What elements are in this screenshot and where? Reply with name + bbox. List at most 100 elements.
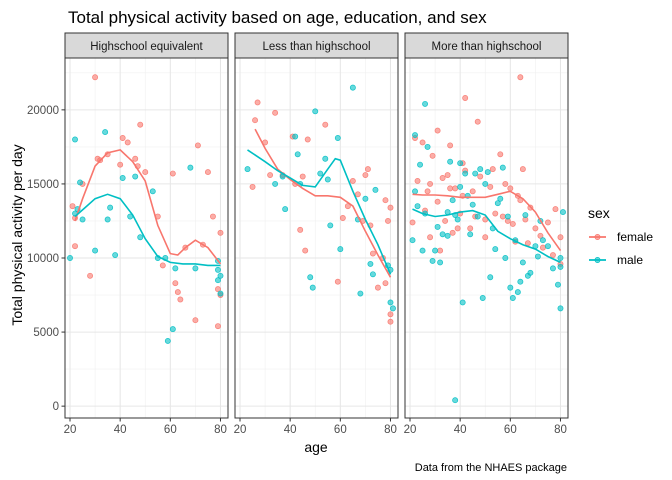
data-point-female	[267, 172, 274, 178]
x-tick-label: 80	[384, 424, 397, 436]
data-point-female	[427, 234, 434, 241]
data-point-male	[334, 135, 341, 141]
data-point-male	[417, 161, 423, 168]
data-point-female	[539, 244, 546, 251]
x-tick-label: 60	[504, 424, 517, 436]
data-point-male	[294, 151, 301, 158]
data-point-male	[539, 237, 546, 244]
facet-strip-label: More than highschool	[432, 41, 542, 53]
data-point-female	[454, 225, 461, 232]
data-point-male	[487, 274, 494, 281]
data-point-female	[507, 185, 514, 192]
data-point-female	[439, 175, 446, 181]
smooth-line-male	[74, 193, 221, 267]
data-point-female	[272, 109, 279, 116]
data-point-female	[119, 135, 126, 141]
data-point-male	[322, 155, 329, 162]
data-point-male	[434, 223, 441, 230]
data-point-male	[307, 274, 314, 281]
data-point-male	[462, 170, 469, 177]
data-point-male	[507, 284, 514, 291]
x-tick-label: 40	[284, 424, 297, 436]
data-point-female	[499, 213, 506, 220]
facet-panel: More than highschool 20 40 60 80	[404, 32, 569, 436]
data-point-female	[477, 173, 484, 180]
smooth-line-female	[254, 128, 392, 278]
data-point-female	[249, 183, 256, 190]
data-point-male	[217, 272, 224, 279]
data-point-male	[412, 188, 418, 195]
x-tick-label: 40	[454, 424, 467, 436]
smooth-line-male	[412, 208, 561, 264]
data-point-male	[444, 232, 451, 239]
data-point-male	[457, 160, 464, 167]
data-point-female	[69, 203, 76, 210]
facet-strip	[404, 32, 569, 59]
data-point-female	[550, 252, 556, 258]
data-point-male	[217, 290, 224, 297]
data-point-male	[509, 295, 516, 301]
data-point-male	[164, 338, 171, 344]
data-point-male	[474, 213, 481, 220]
data-point-male	[457, 183, 464, 190]
data-point-female	[509, 220, 516, 227]
data-point-female	[364, 166, 371, 173]
data-point-female	[517, 74, 524, 81]
data-point-female	[117, 161, 124, 168]
panel-background	[235, 58, 398, 418]
data-point-female	[72, 243, 78, 250]
data-point-male	[454, 216, 461, 223]
facet-strip	[234, 32, 399, 59]
data-point-male	[112, 252, 119, 258]
x-tick-label: 20	[64, 424, 77, 436]
data-point-male	[77, 179, 83, 186]
data-point-male	[504, 213, 511, 220]
x-tick-label: 60	[334, 424, 347, 436]
data-point-male	[172, 265, 179, 272]
data-point-male	[324, 176, 331, 183]
x-tick-label: 40	[114, 424, 127, 436]
data-point-male	[502, 255, 509, 261]
data-point-female	[252, 117, 259, 124]
data-point-female	[474, 118, 481, 125]
data-point-female	[302, 247, 309, 254]
data-point-male	[187, 164, 194, 171]
data-point-male	[327, 222, 334, 229]
data-point-female	[502, 180, 509, 187]
data-point-female	[215, 286, 221, 293]
data-point-male	[79, 216, 86, 223]
data-point-male	[514, 289, 521, 296]
data-point-male	[372, 186, 379, 193]
data-point-female	[382, 280, 389, 287]
chart-title: Total physical activity based on age, ed…	[68, 8, 487, 27]
data-point-female	[424, 188, 431, 195]
data-point-male	[447, 158, 454, 165]
data-point-male	[555, 281, 561, 288]
data-point-male	[437, 259, 444, 266]
data-point-female	[369, 250, 376, 257]
data-point-male	[459, 299, 466, 306]
data-point-male	[104, 216, 111, 223]
data-point-female	[462, 95, 469, 101]
y-axis: 0 5000 10000 15000 20000	[27, 105, 65, 413]
data-point-female	[427, 180, 434, 187]
data-point-male	[477, 166, 484, 173]
data-point-male	[169, 326, 176, 333]
data-point-female	[449, 229, 456, 236]
smooth-line-male	[247, 149, 392, 275]
data-point-male	[519, 259, 526, 266]
legend-key-point	[594, 257, 601, 263]
data-point-female	[304, 136, 311, 143]
data-point-female	[387, 204, 394, 211]
data-point-female	[177, 296, 184, 303]
data-point-female	[419, 139, 426, 146]
data-point-male	[422, 100, 429, 107]
data-point-female	[487, 183, 494, 190]
data-point-male	[215, 266, 221, 273]
x-tick-label: 80	[554, 424, 567, 436]
data-point-female	[297, 226, 304, 233]
data-point-male	[192, 265, 199, 272]
data-point-male	[244, 166, 251, 173]
y-tick-label: 0	[53, 401, 59, 413]
